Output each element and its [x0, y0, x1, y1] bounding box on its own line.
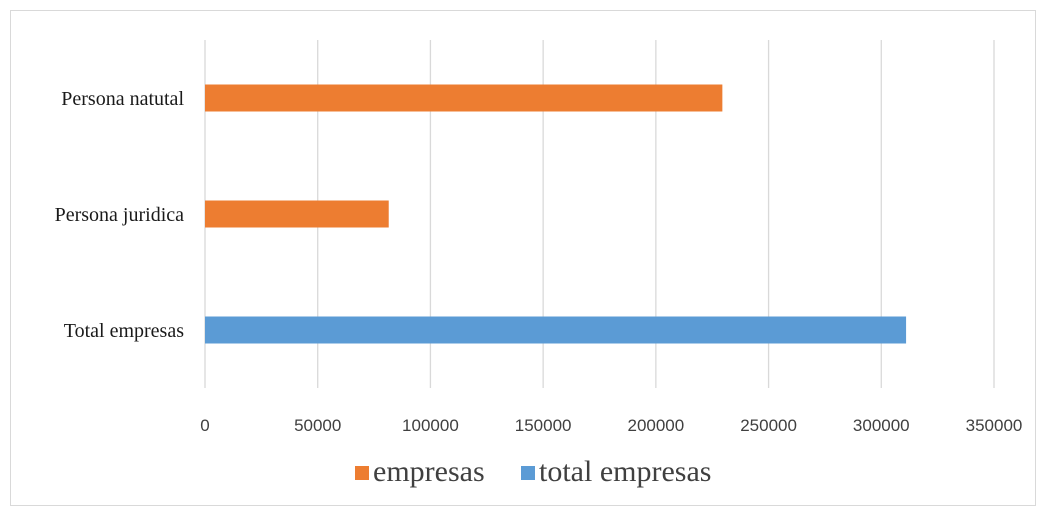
- x-tick-label: 0: [200, 416, 209, 435]
- x-tick-label: 50000: [294, 416, 341, 435]
- legend-swatch: [355, 466, 369, 480]
- x-tick-label: 300000: [853, 416, 910, 435]
- bars: [205, 84, 907, 344]
- legend-label: empresas: [373, 455, 485, 488]
- x-tick-label: 250000: [740, 416, 797, 435]
- legend-swatch: [521, 466, 535, 480]
- x-tick-label: 350000: [966, 416, 1023, 435]
- x-tick-label: 150000: [515, 416, 572, 435]
- bar-empresas: [205, 200, 389, 228]
- category-label: Persona natutal: [61, 88, 184, 110]
- category-label: Total empresas: [64, 320, 184, 342]
- category-labels: Persona natutal Persona juridica Total emp…: [55, 88, 185, 342]
- category-label: Persona juridica: [55, 204, 185, 226]
- legend: empresas total empresas: [355, 455, 711, 488]
- bar-empresas: [205, 84, 723, 112]
- bar-total-empresas: [205, 316, 907, 344]
- x-axis-tick-labels: 0 50000 100000 150000 200000 250000 300000 3500…: [200, 416, 1022, 435]
- x-tick-label: 200000: [627, 416, 684, 435]
- x-tick-label: 100000: [402, 416, 459, 435]
- legend-label: total empresas: [539, 455, 711, 488]
